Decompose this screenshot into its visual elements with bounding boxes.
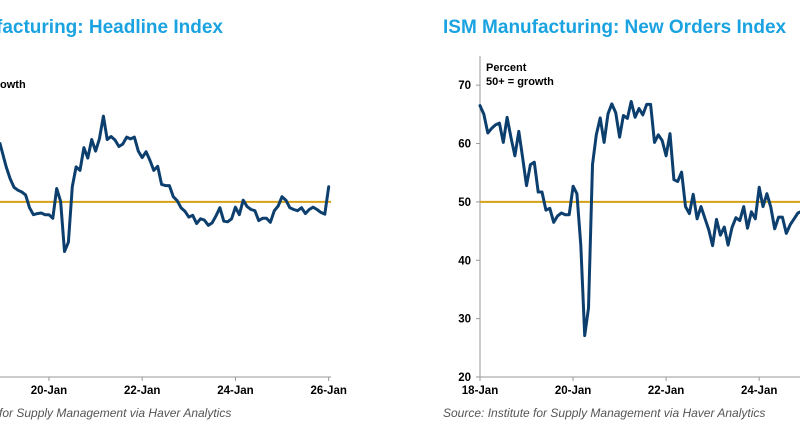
new-orders-chart-title: ISM Manufacturing: New Orders Index — [443, 17, 787, 38]
r-y-tick-label: 40 — [458, 255, 471, 267]
headline-chart-title: facturing: Headline Index — [0, 17, 223, 38]
new-orders-y-ticks: 20 30 40 50 60 70 — [458, 80, 480, 384]
headline-series-line — [0, 114, 331, 253]
r-x-tick-label: 22-Jan — [648, 385, 684, 397]
r-x-tick-label: 24-Jan — [741, 385, 777, 397]
r-y-tick-label: 20 — [458, 372, 471, 384]
new-orders-x-ticks: 18-Jan 20-Jan 22-Jan 24-Jan — [462, 377, 777, 397]
headline-x-ticks: 20-Jan 22-Jan 24-Jan 26-Jan — [31, 377, 347, 397]
r-y-tick-label: 70 — [458, 80, 471, 92]
new-orders-annotation-percent: Percent — [486, 62, 527, 74]
l-x-tick-label: 24-Jan — [217, 385, 253, 397]
r-x-tick-label: 18-Jan — [462, 385, 498, 397]
l-x-tick-label: 20-Jan — [31, 385, 67, 397]
new-orders-annotation-growth: 50+ = growth — [486, 76, 554, 88]
l-x-tick-label: 22-Jan — [124, 385, 160, 397]
new-orders-series-line — [478, 100, 800, 338]
headline-chart: facturing: Headline Index owth 20-Jan 22-… — [0, 17, 347, 420]
headline-chart-source: for Supply Management via Haver Analytic… — [0, 406, 231, 420]
new-orders-chart-source: Source: Institute for Supply Management … — [443, 406, 765, 420]
headline-chart-annotation: owth — [0, 79, 26, 91]
l-x-tick-label: 26-Jan — [310, 385, 346, 397]
r-y-tick-label: 50 — [458, 197, 471, 209]
r-y-tick-label: 60 — [458, 139, 471, 151]
new-orders-chart: ISM Manufacturing: New Orders Index Perc… — [443, 17, 800, 420]
r-y-tick-label: 30 — [458, 314, 471, 326]
r-x-tick-label: 20-Jan — [555, 385, 591, 397]
